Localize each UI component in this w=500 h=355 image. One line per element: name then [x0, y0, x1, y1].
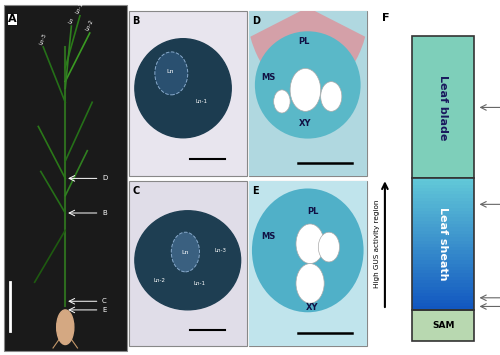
Bar: [412, 234, 474, 237]
Bar: [412, 37, 474, 178]
Text: MS: MS: [261, 73, 275, 82]
Text: Ln: Ln: [182, 250, 189, 255]
Text: D: D: [102, 175, 107, 181]
Bar: [412, 178, 474, 182]
Bar: [412, 300, 474, 303]
Bar: [412, 208, 474, 211]
Bar: [249, 11, 366, 176]
Text: XY: XY: [306, 303, 318, 312]
Text: MS: MS: [261, 232, 275, 241]
Bar: [412, 231, 474, 234]
Bar: [412, 244, 474, 247]
Bar: [412, 178, 474, 310]
Text: C: C: [132, 186, 140, 196]
Text: Ln-2: Ln-2: [154, 278, 166, 283]
Text: High GUS activity region: High GUS activity region: [374, 200, 380, 288]
Text: Ln: Ln: [68, 16, 75, 24]
Bar: [412, 263, 474, 267]
Bar: [412, 181, 474, 185]
Text: F: F: [382, 13, 390, 23]
Bar: [412, 201, 474, 205]
Bar: [412, 247, 474, 251]
Bar: [412, 198, 474, 201]
Bar: [412, 293, 474, 297]
Text: PL: PL: [308, 207, 319, 216]
Bar: [412, 290, 474, 294]
Bar: [412, 227, 474, 231]
Bar: [412, 273, 474, 277]
Text: C: C: [102, 298, 107, 304]
Text: Ln-1: Ln-1: [196, 99, 208, 104]
Ellipse shape: [135, 39, 231, 138]
Circle shape: [296, 263, 324, 303]
Ellipse shape: [155, 52, 188, 95]
Bar: [4, 5, 126, 351]
Text: Ln-3: Ln-3: [39, 32, 48, 45]
Ellipse shape: [252, 189, 364, 312]
Circle shape: [296, 224, 324, 263]
Bar: [412, 310, 474, 341]
Bar: [412, 250, 474, 254]
Bar: [129, 11, 246, 176]
Bar: [412, 277, 474, 280]
Text: A: A: [8, 14, 16, 24]
Circle shape: [274, 90, 290, 113]
Ellipse shape: [135, 211, 240, 310]
Bar: [412, 188, 474, 192]
Circle shape: [320, 82, 342, 111]
Bar: [412, 237, 474, 241]
Bar: [412, 283, 474, 287]
Text: B: B: [102, 210, 107, 216]
Text: Ln-2: Ln-2: [85, 18, 94, 31]
Bar: [412, 195, 474, 198]
Bar: [129, 181, 246, 346]
Text: Ln: Ln: [166, 69, 174, 74]
Bar: [412, 296, 474, 300]
Text: D: D: [252, 16, 260, 26]
Bar: [412, 224, 474, 228]
Bar: [412, 211, 474, 214]
Bar: [249, 181, 366, 346]
Bar: [412, 303, 474, 307]
Bar: [412, 257, 474, 261]
Bar: [412, 241, 474, 244]
Text: Leaf sheath: Leaf sheath: [438, 207, 448, 281]
Bar: [412, 214, 474, 218]
Circle shape: [318, 232, 340, 262]
Text: PL: PL: [298, 37, 310, 46]
Text: XY: XY: [298, 119, 311, 128]
Circle shape: [290, 69, 320, 111]
Text: E: E: [102, 307, 106, 313]
Text: SAM: SAM: [432, 321, 454, 330]
Bar: [412, 185, 474, 188]
Text: Leaf blade: Leaf blade: [438, 75, 448, 140]
Text: B: B: [132, 16, 140, 26]
Bar: [412, 260, 474, 264]
Bar: [412, 306, 474, 310]
Ellipse shape: [255, 31, 360, 138]
Ellipse shape: [56, 310, 74, 344]
Ellipse shape: [172, 232, 200, 272]
Bar: [412, 218, 474, 221]
Bar: [412, 221, 474, 224]
Bar: [412, 191, 474, 195]
Bar: [412, 204, 474, 208]
Bar: [412, 286, 474, 290]
Wedge shape: [250, 7, 365, 93]
Text: E: E: [252, 186, 259, 196]
Bar: [412, 280, 474, 284]
Bar: [412, 270, 474, 274]
Bar: [412, 254, 474, 257]
Text: Ln-3: Ln-3: [214, 248, 226, 253]
Text: Ln-1: Ln-1: [194, 281, 205, 286]
Text: Ln-1: Ln-1: [75, 1, 85, 14]
Bar: [412, 267, 474, 271]
